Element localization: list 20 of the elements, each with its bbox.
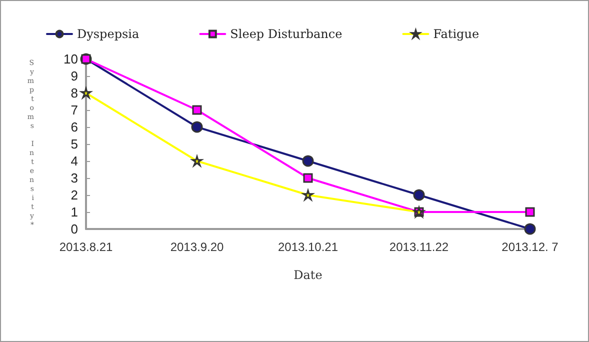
legend-label: Dyspepsia [77, 27, 140, 41]
y-tick-label: 3 [70, 170, 78, 186]
legend-label: Sleep Disturbance [230, 27, 342, 41]
x-tick-label: 2013.9.20 [170, 240, 224, 254]
x-axis-title: Date [294, 268, 322, 282]
y-tick-label: 4 [70, 154, 78, 168]
y-tick-label: 8 [70, 86, 78, 100]
y-tick-label: 6 [70, 120, 78, 134]
legend-label: Fatigue [433, 27, 480, 41]
y-tick-label: 2 [70, 188, 78, 202]
y-tick-label: 9 [70, 68, 78, 84]
x-tick-label: 2013.8.21 [59, 240, 114, 254]
y-tick-label: 0 [70, 222, 78, 236]
y-tick-label: 5 [70, 136, 78, 152]
x-tick-label: 2013.10.21 [278, 240, 338, 254]
y-tick-label: 10 [64, 52, 78, 66]
x-tick-label: 2013.11.22 [389, 240, 449, 254]
y-tick-label: 7 [70, 102, 78, 118]
y-tick-label: 1 [70, 204, 78, 220]
x-tick-label: 2013.12. 7 [502, 240, 559, 254]
